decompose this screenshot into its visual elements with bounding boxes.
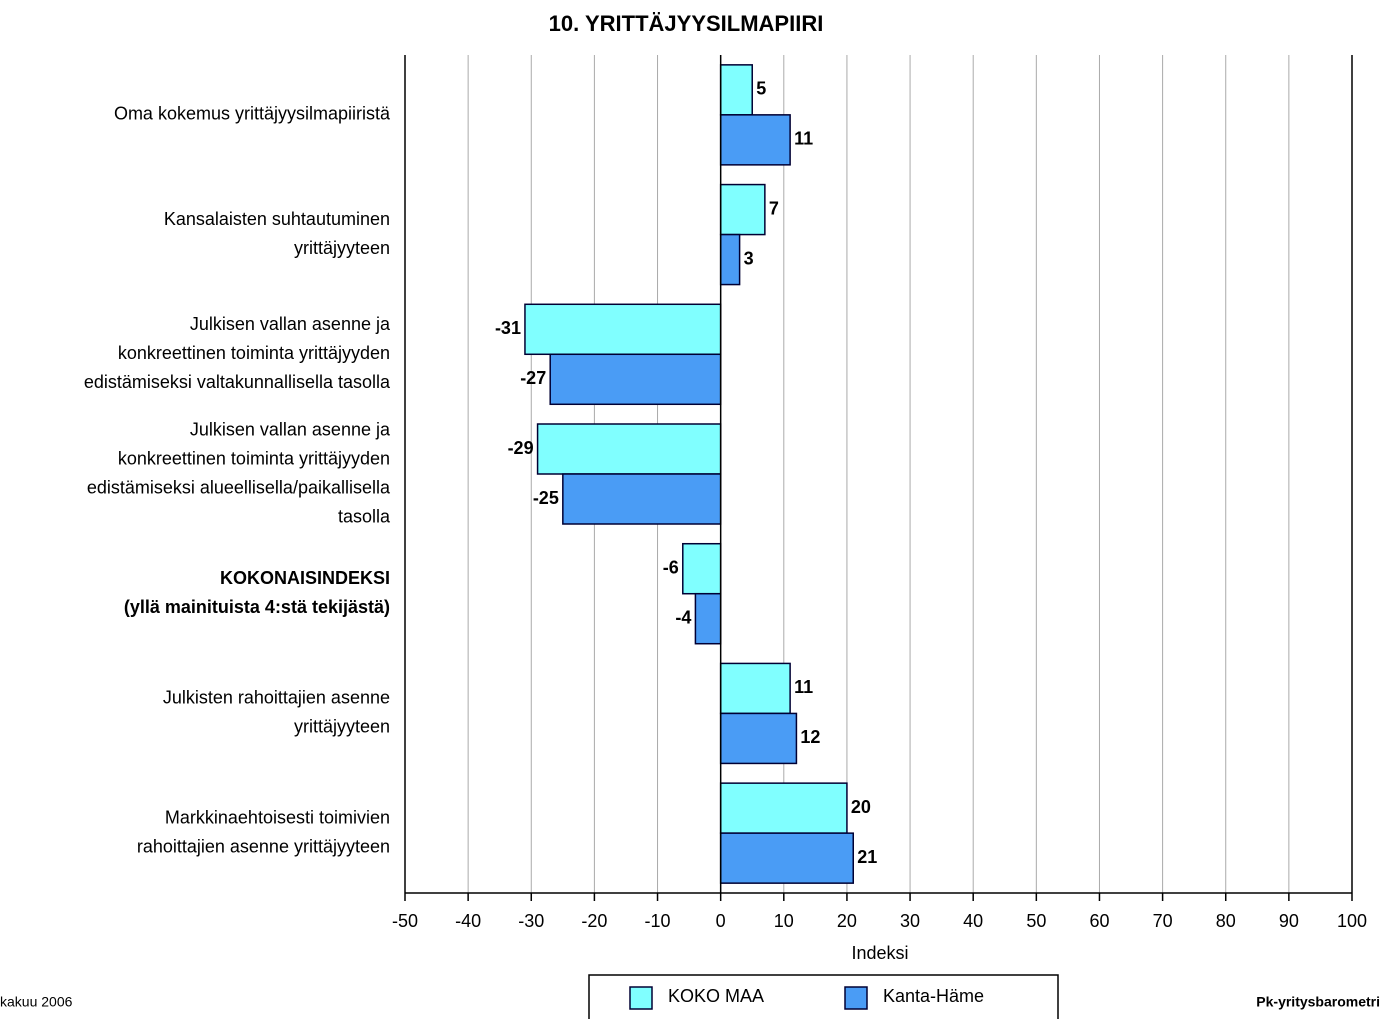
legend-label: KOKO MAA: [668, 986, 764, 1006]
bar: [719, 183, 766, 236]
category-label: Markkinaehtoisesti toimivien: [165, 807, 390, 827]
data-label: -4: [675, 607, 691, 627]
bar: [719, 233, 741, 286]
category-label: konkreettinen toiminta yrittäjyyden: [118, 448, 390, 468]
legend-swatch: [629, 986, 653, 1010]
bar: [719, 662, 791, 715]
data-label: 21: [857, 847, 877, 867]
chart-title: 10. YRITTÄJYYSILMAPIIRI: [549, 11, 824, 36]
bar: [694, 592, 722, 645]
x-tick-label: -30: [518, 911, 544, 931]
x-tick-label: 40: [963, 911, 983, 931]
category-label: Kansalaisten suhtautuminen: [164, 209, 390, 229]
bar: [719, 712, 798, 765]
category-label: yrittäjyyteen: [294, 717, 390, 737]
legend-box: [588, 974, 1059, 1019]
category-label: rahoittajien asenne yrittäjyyteen: [137, 836, 390, 856]
bar: [682, 542, 722, 595]
x-tick-label: 30: [900, 911, 920, 931]
data-label: -27: [520, 368, 546, 388]
legend-swatch: [844, 986, 868, 1010]
x-tick-label: 0: [716, 911, 726, 931]
x-tick-label: 70: [1153, 911, 1173, 931]
data-label: 11: [794, 129, 813, 149]
bar: [562, 473, 722, 525]
bar: [719, 64, 753, 116]
footer-left: kakuu 2006: [0, 994, 73, 1010]
bar: [536, 423, 722, 475]
x-tick-label: -40: [455, 911, 481, 931]
category-label: konkreettinen toiminta yrittäjyyden: [118, 343, 390, 363]
data-label: -25: [533, 488, 559, 508]
x-tick-label: 80: [1216, 911, 1236, 931]
category-label: yrittäjyyteen: [294, 238, 390, 258]
bar: [524, 303, 722, 356]
x-tick-label: -20: [581, 911, 607, 931]
data-label: -6: [663, 557, 679, 577]
bar: [719, 832, 854, 884]
data-label: 7: [769, 198, 779, 218]
data-label: 11: [794, 677, 813, 697]
category-label: edistämiseksi alueellisella/paikallisell…: [87, 477, 391, 497]
x-tick-label: 100: [1337, 911, 1367, 931]
x-tick-label: 10: [774, 911, 794, 931]
data-label: -29: [508, 438, 534, 458]
x-tick-label: -50: [392, 911, 418, 931]
legend-label: Kanta-Häme: [883, 986, 984, 1006]
data-label: 20: [851, 797, 871, 817]
footer-right: Pk-yritysbarometri: [1256, 994, 1380, 1010]
category-label: edistämiseksi valtakunnallisella tasolla: [84, 372, 391, 392]
category-label: Julkisen vallan asenne ja: [190, 419, 391, 439]
category-label: Julkisen vallan asenne ja: [190, 314, 391, 334]
data-label: -31: [495, 318, 521, 338]
x-axis-label: Indeksi: [851, 943, 908, 963]
x-tick-label: -10: [645, 911, 671, 931]
bar: [719, 114, 791, 166]
data-label: 12: [800, 727, 820, 747]
category-label: tasolla: [338, 506, 391, 526]
x-tick-label: 90: [1279, 911, 1299, 931]
category-label: KOKONAISINDEKSI: [220, 568, 390, 588]
category-label: Julkisten rahoittajien asenne: [163, 688, 390, 708]
bar: [549, 353, 722, 406]
x-tick-label: 50: [1026, 911, 1046, 931]
data-label: 5: [756, 79, 766, 99]
bar: [719, 782, 848, 834]
x-tick-label: 20: [837, 911, 857, 931]
category-label: (yllä mainituista 4:stä tekijästä): [124, 597, 390, 617]
category-label: Oma kokemus yrittäjyysilmapiiristä: [114, 104, 391, 124]
data-label: 3: [744, 248, 754, 268]
x-tick-label: 60: [1089, 911, 1109, 931]
